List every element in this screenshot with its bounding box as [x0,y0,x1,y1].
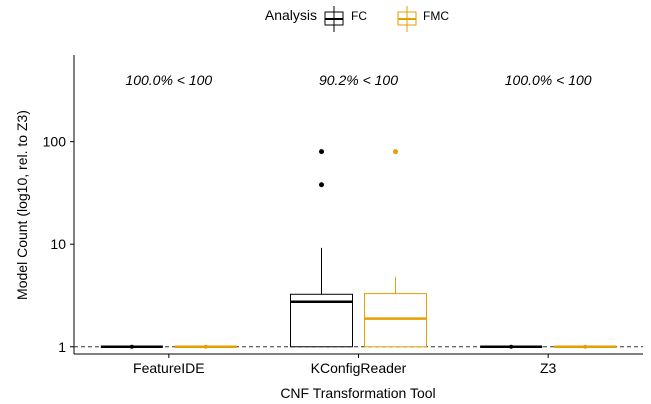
x-tick-label: KConfigReader [311,360,407,376]
legend-key-fmc [397,6,417,32]
median-point [583,344,588,349]
box-fmc-z3 [554,344,617,349]
legend: Analysis FC FMC [265,6,449,32]
y-tick-label: 1 [58,339,66,355]
x-axis-title: CNF Transformation Tool [280,385,435,401]
legend-title: Analysis [265,7,317,23]
legend-label-fc: FC [351,9,367,23]
boxes [100,149,617,349]
median-point [129,344,134,349]
median-point [203,344,208,349]
annotation-label: 100.0% < 100 [125,72,212,88]
y-axis-title: Model Count (log10, rel. to Z3) [14,110,30,300]
y-tick-label: 10 [50,236,66,252]
y-tick-label: 100 [43,134,67,150]
box-fc-featureide [100,344,163,349]
x-tick-label: FeatureIDE [133,360,205,376]
y-ticks: 1 10 100 [43,134,74,355]
annotations: 100.0% < 100 90.2% < 100 100.0% < 100 [125,72,591,88]
annotation-label: 100.0% < 100 [505,72,592,88]
outlier-point [319,182,324,188]
box-body [290,293,353,348]
x-tick-label: Z3 [540,360,557,376]
box-body [364,293,427,348]
outlier-point [393,149,398,155]
legend-label-fmc: FMC [423,9,449,23]
legend-key-fc [324,6,344,32]
box-fmc-kconfigreader [364,149,427,348]
median-point [509,344,514,349]
box-fc-kconfigreader [290,149,353,348]
outlier-point [319,149,324,155]
annotation-label: 90.2% < 100 [319,72,398,88]
x-ticks: FeatureIDE KConfigReader Z3 [133,354,557,376]
box-fc-z3 [480,344,543,349]
box-fmc-featureide [174,344,237,349]
